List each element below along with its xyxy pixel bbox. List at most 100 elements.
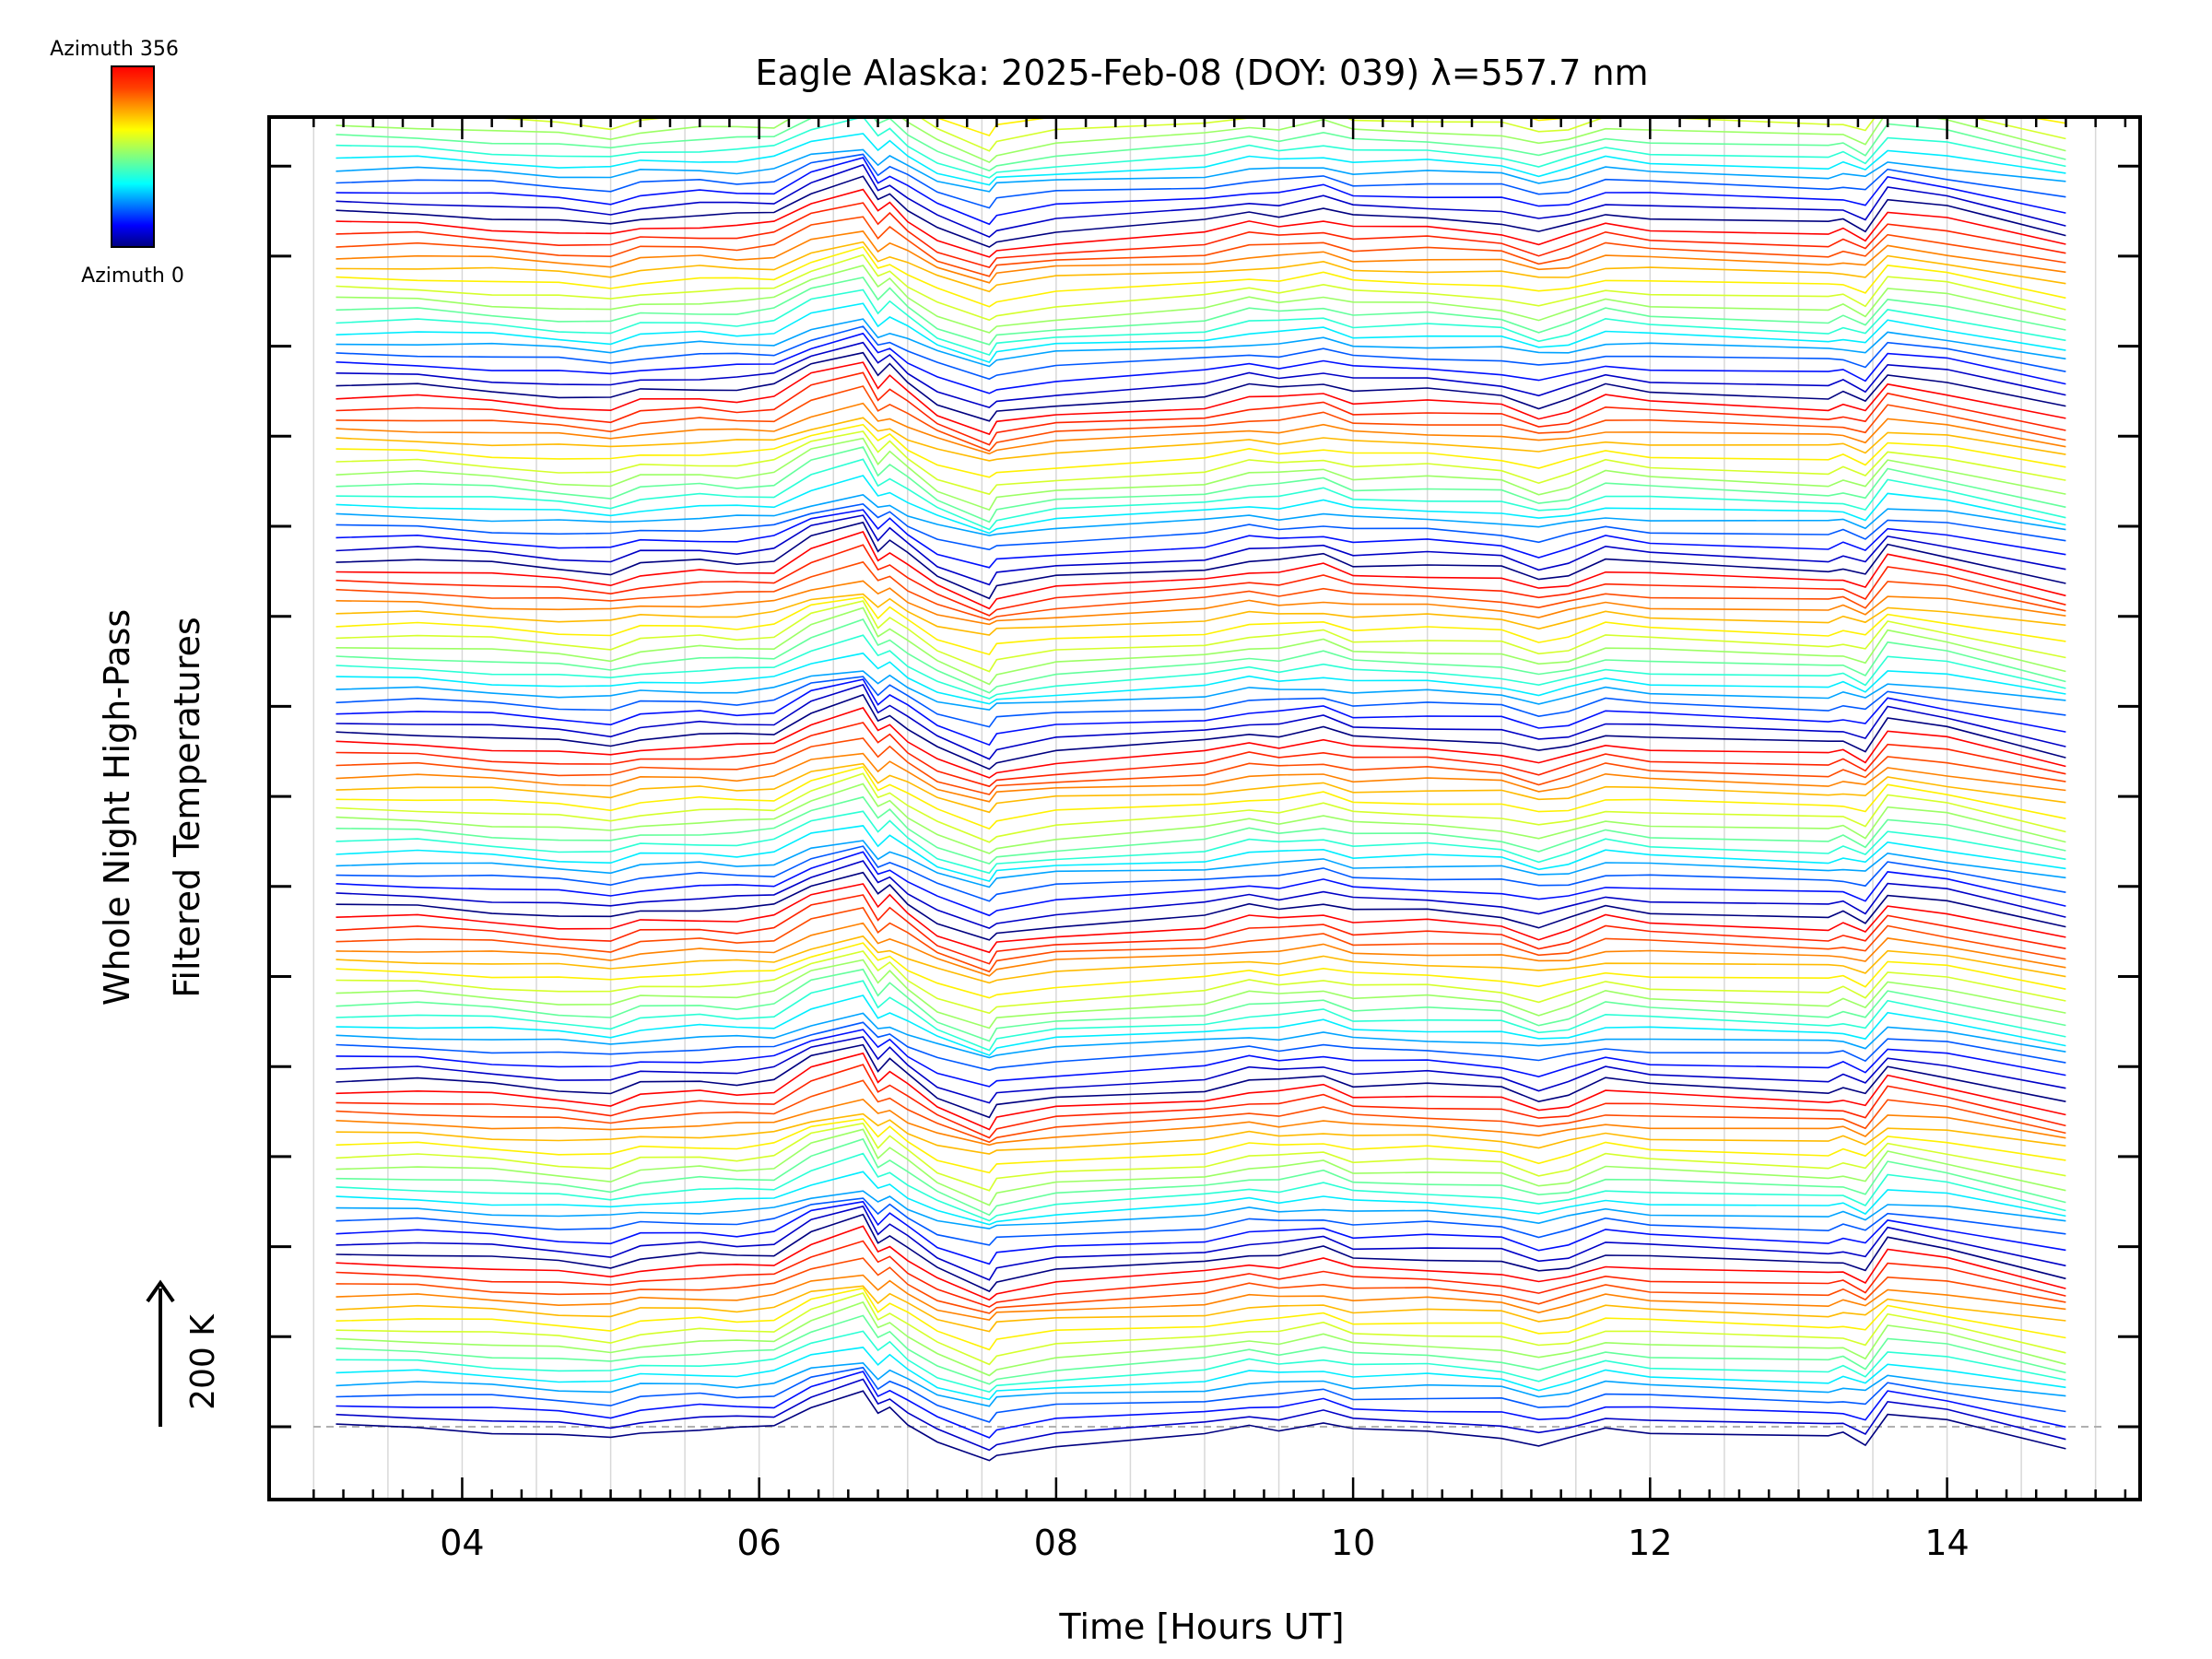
series-line-g7-az0 bbox=[335, 351, 2066, 422]
series-line-g1-az0 bbox=[335, 1390, 2066, 1462]
series-line-g5-az190 bbox=[335, 606, 2066, 686]
series-line-g7-az142 bbox=[335, 288, 2066, 357]
series-line-g7-az214 bbox=[335, 253, 2066, 322]
series-line-g5-az237 bbox=[335, 596, 2066, 656]
scale-arrow-head bbox=[146, 1279, 175, 1303]
series-line-g3-az119 bbox=[335, 994, 2066, 1056]
series-line-g4-az24 bbox=[335, 860, 2066, 929]
series-line-g8-az71 bbox=[335, 153, 2066, 209]
series-line-g7-az261 bbox=[335, 241, 2066, 293]
x-tick-label: 10 bbox=[1331, 1523, 1375, 1563]
series-line-g2-az332 bbox=[335, 1064, 2066, 1139]
series-line-g1-az166 bbox=[335, 1314, 2066, 1385]
y-axis-label-line1: Whole Night High-Pass bbox=[97, 609, 137, 1006]
series-line-g7-az332 bbox=[335, 202, 2066, 269]
series-line-g6-az95 bbox=[335, 494, 2066, 536]
series-line-g6-az261 bbox=[335, 417, 2066, 462]
series-line-g6-az190 bbox=[335, 437, 2066, 512]
series-line-g5-az95 bbox=[335, 670, 2066, 712]
series-line-g1-az119 bbox=[335, 1347, 2066, 1401]
series-line-g4-az356 bbox=[335, 707, 2066, 779]
series-line-g2-az214 bbox=[335, 1122, 2066, 1192]
series-line-g2-az119 bbox=[335, 1171, 2066, 1226]
grid-lines bbox=[312, 117, 2097, 1500]
series-line-g5-az47 bbox=[335, 678, 2066, 747]
series-line-g1-az261 bbox=[335, 1285, 2066, 1333]
series-line-g3-az309 bbox=[335, 906, 2066, 973]
series-line-g9-az142 bbox=[336, 0, 2066, 7]
series-line-g1-az356 bbox=[335, 1225, 2066, 1301]
series-line-g2-az24 bbox=[335, 1205, 2066, 1281]
series-line-g4-az237 bbox=[335, 766, 2066, 830]
series-line-g7-az166 bbox=[335, 276, 2066, 346]
series-line-g3-az142 bbox=[335, 980, 2066, 1052]
series-line-g5-az214 bbox=[335, 600, 2066, 673]
series-line-g4-az190 bbox=[335, 782, 2066, 854]
series-line-g2-az285 bbox=[335, 1099, 2066, 1147]
series-line-g6-az24 bbox=[335, 514, 2066, 586]
series-line-g1-az47 bbox=[335, 1371, 2066, 1439]
scale-label: 200 K bbox=[184, 1313, 222, 1410]
series-line-g5-az71 bbox=[335, 676, 2066, 728]
series-line-g4-az71 bbox=[335, 845, 2066, 902]
series-line-g1-az285 bbox=[335, 1274, 2066, 1321]
series-line-g2-az47 bbox=[335, 1200, 2066, 1265]
axis-ticks bbox=[269, 117, 2140, 1500]
x-tick-label: 06 bbox=[736, 1523, 781, 1563]
series-line-g1-az332 bbox=[335, 1240, 2066, 1308]
series-line-g4-az119 bbox=[335, 825, 2066, 883]
series-line-g2-az95 bbox=[335, 1190, 2066, 1230]
series-line-g4-az166 bbox=[335, 795, 2066, 865]
series-line-g2-az309 bbox=[335, 1079, 2066, 1144]
series-line-g3-az24 bbox=[335, 1036, 2066, 1104]
x-axis-label: Time [Hours UT] bbox=[1058, 1606, 1344, 1647]
series-line-g5-az285 bbox=[335, 580, 2066, 626]
series-line-g7-az24 bbox=[335, 341, 2066, 408]
series-line-g2-az356 bbox=[335, 1052, 2066, 1131]
series-line-g1-az24 bbox=[335, 1378, 2066, 1452]
series-line-g3-az166 bbox=[335, 968, 2066, 1042]
series-line-g6-az332 bbox=[335, 371, 2066, 446]
series-line-g3-az285 bbox=[335, 922, 2066, 977]
series-line-g6-az356 bbox=[335, 361, 2066, 436]
series-line-g8-az24 bbox=[335, 163, 2066, 239]
series-line-g3-az190 bbox=[335, 959, 2066, 1030]
series-line-g1-az190 bbox=[335, 1300, 2066, 1377]
series-line-g4-az261 bbox=[335, 762, 2066, 814]
series-line-g8-az47 bbox=[335, 157, 2066, 226]
series-line-g5-az332 bbox=[335, 544, 2066, 617]
azimuth-colorbar: Azimuth 356 Azimuth 0 bbox=[50, 38, 184, 288]
series-line-g3-az214 bbox=[335, 950, 2066, 1015]
series-line-g1-az71 bbox=[335, 1366, 2066, 1423]
series-line-g3-az261 bbox=[335, 935, 2066, 984]
series-line-g8-az95 bbox=[335, 148, 2066, 193]
series-line-g3-az71 bbox=[335, 1021, 2066, 1072]
series-line-g6-az0 bbox=[335, 521, 2066, 600]
series-line-g4-az95 bbox=[335, 840, 2066, 888]
series-line-g6-az119 bbox=[335, 475, 2066, 535]
series-line-g5-az356 bbox=[335, 531, 2066, 610]
series-line-g6-az214 bbox=[335, 430, 2066, 496]
x-tick-label: 04 bbox=[440, 1523, 484, 1563]
series-line-g5-az119 bbox=[335, 652, 2066, 705]
series-line-g8-az166 bbox=[335, 117, 2066, 172]
series-line-g3-az95 bbox=[335, 1012, 2066, 1059]
series-line-g7-az71 bbox=[335, 325, 2066, 381]
series-line-g4-az214 bbox=[335, 772, 2066, 843]
colorbar-min-label: Azimuth 0 bbox=[81, 265, 184, 288]
chart-title: Eagle Alaska: 2025-Feb-08 (DOY: 039) λ=5… bbox=[755, 53, 1648, 93]
series-line-g6-az285 bbox=[335, 402, 2066, 455]
x-tick-label: 08 bbox=[1034, 1523, 1078, 1563]
x-tick-labels: 04 06 08 10 12 14 bbox=[440, 1523, 1969, 1563]
series-line-g5-az142 bbox=[335, 634, 2066, 700]
series-line-g6-az47 bbox=[335, 509, 2066, 569]
series-line-g2-az190 bbox=[335, 1128, 2066, 1206]
series-line-g3-az356 bbox=[335, 883, 2066, 954]
series-line-g9-az71 bbox=[336, 0, 2066, 30]
series-line-g9-az119 bbox=[336, 0, 2066, 11]
x-tick-label: 12 bbox=[1628, 1523, 1672, 1563]
series-line-g7-az309 bbox=[335, 216, 2066, 277]
y-axis-label-line2: Filtered Temperatures bbox=[167, 617, 207, 997]
series-line-g8-az0 bbox=[335, 175, 2066, 248]
series-line-g3-az0 bbox=[335, 1043, 2066, 1119]
